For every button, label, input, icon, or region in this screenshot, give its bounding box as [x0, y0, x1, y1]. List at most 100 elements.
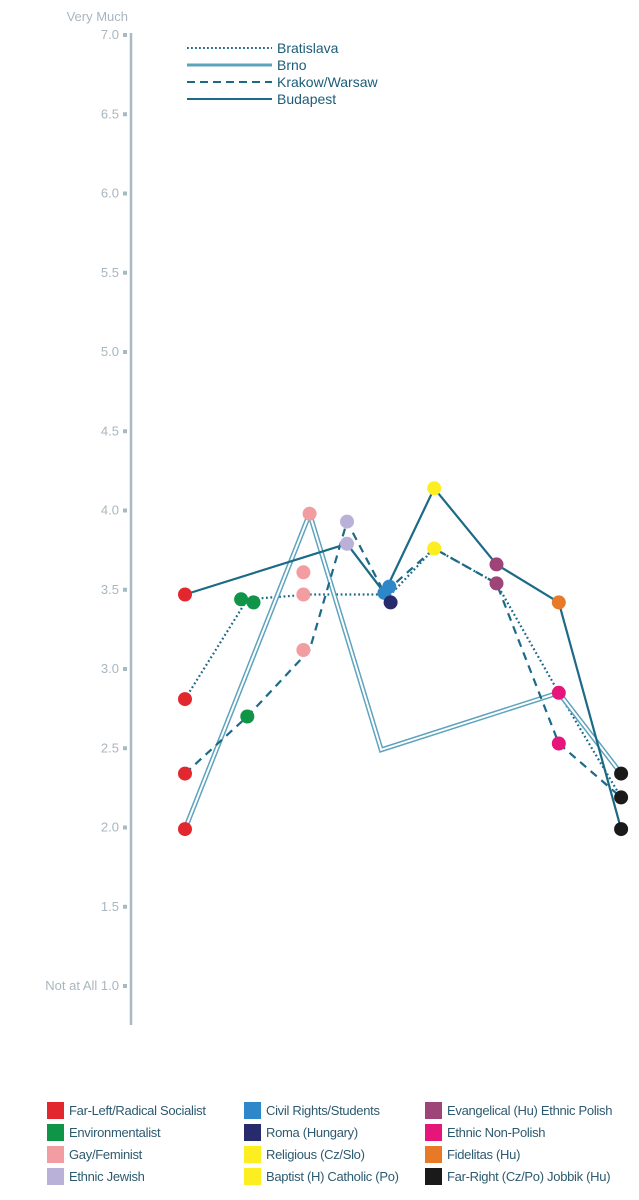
category-legend-item: Far-Right (Cz/Po) Jobbik (Hu): [425, 1168, 611, 1185]
y-axis-ticks: Not at All 1.0 1.5 2.0 2.5 3.0 3.5 4.0 4.5 5.0 5.…: [45, 27, 127, 993]
data-point: [296, 587, 311, 602]
y-tick-mark: [123, 904, 127, 909]
y-tick-label: Not at All 1.0: [45, 978, 119, 993]
y-tick-mark: [123, 350, 127, 354]
data-point: [302, 506, 317, 521]
category-legend-item: Environmentalist: [47, 1124, 161, 1141]
legend-label: Environmentalist: [69, 1125, 161, 1140]
data-point: [383, 595, 398, 610]
legend-label: Fidelitas (Hu): [447, 1147, 521, 1162]
legend-label: Civil Rights/Students: [266, 1103, 380, 1118]
data-point: [246, 595, 261, 610]
y-tick-label: 2.0: [101, 820, 119, 835]
series-line-bratislava: [184, 547, 623, 798]
legend-label: Far-Right (Cz/Po) Jobbik (Hu): [447, 1169, 611, 1184]
chart: Very Much Not at All 1.0 1.5 2.0 2.5 3.0 3.5 4…: [45, 9, 629, 1025]
data-point: [614, 790, 629, 805]
y-tick-mark: [123, 984, 127, 988]
data-point: [614, 766, 629, 781]
series-lines: [182, 487, 624, 831]
category-legend-item: Ethnic Non-Polish: [425, 1124, 546, 1141]
data-point: [178, 587, 192, 602]
y-tick-label: 4.5: [101, 423, 119, 438]
data-point: [551, 736, 566, 751]
y-tick-label: 6.0: [101, 186, 119, 201]
data-point: [178, 822, 192, 837]
y-tick-label: 1.5: [101, 899, 119, 914]
data-point: [296, 643, 311, 657]
category-legend-item: Roma (Hungary): [244, 1124, 358, 1141]
y-tick-label: 3.0: [101, 661, 119, 676]
y-tick-mark: [123, 33, 127, 37]
data-point: [240, 709, 255, 724]
legend-label: Far-Left/Radical Socialist: [69, 1103, 206, 1118]
legend-swatch: [244, 1124, 261, 1141]
legend-label: Ethnic Jewish: [69, 1169, 145, 1184]
data-markers: [178, 481, 629, 837]
legend-label-krakow-warsaw: Krakow/Warsaw: [277, 74, 379, 90]
data-point: [234, 592, 249, 607]
legend-swatch: [47, 1124, 64, 1141]
data-point: [340, 514, 354, 529]
legend-swatch: [244, 1102, 261, 1119]
legend-label: Ethnic Non-Polish: [447, 1125, 546, 1140]
y-tick-mark: [123, 429, 127, 434]
category-legend-item: Baptist (H) Catholic (Po): [244, 1168, 399, 1185]
legend-swatch: [425, 1168, 442, 1185]
legend-swatch: [244, 1168, 261, 1185]
legend-swatch: [244, 1146, 261, 1163]
category-legend-item: Far-Left/Radical Socialist: [47, 1102, 206, 1119]
series-line-brno-inner: [184, 510, 622, 830]
y-tick-label: 6.5: [101, 106, 119, 121]
y-tick-mark: [123, 112, 127, 117]
legend-label-brno: Brno: [277, 57, 307, 73]
category-legend-item: Religious (Cz/Slo): [244, 1146, 365, 1163]
category-legend-item: Gay/Feminist: [47, 1146, 142, 1163]
data-point: [178, 692, 192, 707]
category-legend-item: Ethnic Jewish: [47, 1168, 145, 1185]
legend-swatch: [47, 1146, 64, 1163]
legend-swatch: [425, 1102, 442, 1119]
legend-label: Roma (Hungary): [266, 1125, 358, 1140]
category-legend-item: Fidelitas (Hu): [425, 1146, 520, 1163]
y-tick-label: 2.5: [101, 740, 119, 755]
category-legend-item: Evangelical (Hu) Ethnic Polish: [425, 1102, 612, 1119]
y-tick-mark: [123, 587, 127, 592]
y-tick-mark: [123, 508, 127, 513]
y-tick-label: 4.0: [101, 503, 119, 518]
data-point: [489, 576, 504, 591]
data-point: [296, 565, 311, 580]
y-tick-mark: [123, 667, 127, 671]
y-tick-mark: [123, 746, 127, 751]
y-axis-top-label: Very Much: [67, 9, 128, 24]
data-point: [551, 685, 566, 700]
data-point: [382, 579, 397, 594]
legend-swatch: [47, 1168, 64, 1185]
data-point: [614, 822, 629, 837]
legend-swatch: [425, 1146, 442, 1163]
y-tick-mark: [123, 270, 127, 275]
data-point: [340, 536, 354, 551]
series-line-krakow-warsaw: [184, 520, 622, 799]
legend-swatch: [425, 1124, 442, 1141]
series-line-brno: [182, 506, 624, 831]
legend-label-budapest: Budapest: [277, 91, 336, 107]
y-tick-label: 5.0: [101, 344, 119, 359]
legend-label: Evangelical (Hu) Ethnic Polish: [447, 1103, 613, 1118]
legend-label: Religious (Cz/Slo): [266, 1147, 365, 1162]
data-point: [427, 541, 442, 556]
y-tick-mark: [123, 191, 127, 196]
y-tick-label: 3.5: [101, 582, 119, 597]
data-point: [178, 766, 192, 781]
legend-swatch: [47, 1102, 64, 1119]
data-point: [427, 481, 442, 496]
legend-label: Baptist (H) Catholic (Po): [266, 1169, 399, 1184]
legend-label: Gay/Feminist: [69, 1147, 142, 1162]
category-legend-item: Civil Rights/Students: [244, 1102, 380, 1119]
data-point: [551, 595, 566, 610]
legend-label-bratislava: Bratislava: [277, 40, 339, 56]
y-tick-label: 5.5: [101, 265, 119, 280]
y-tick-mark: [123, 825, 127, 830]
data-point: [489, 557, 504, 572]
